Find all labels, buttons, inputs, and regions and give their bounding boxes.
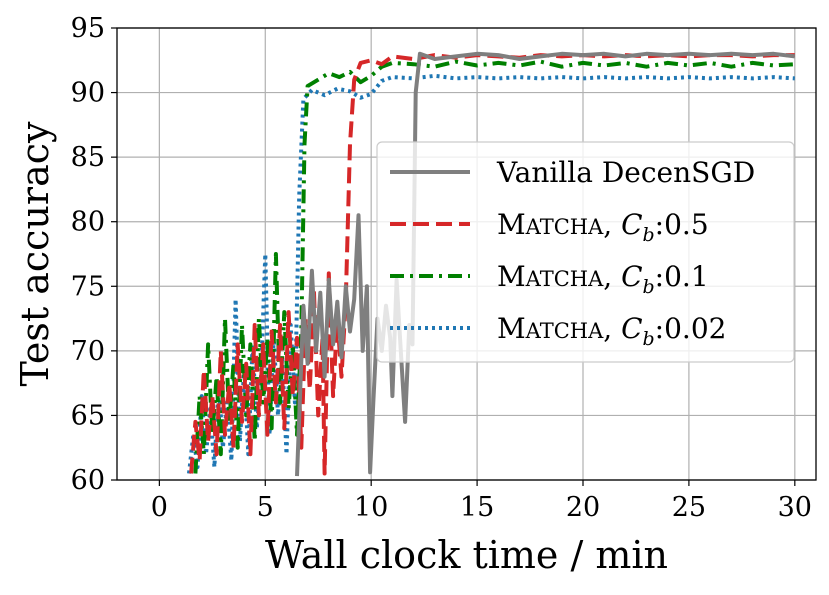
y-tick-label: 70 [71,336,105,367]
legend-box [376,141,795,363]
y-tick-label: 65 [71,400,105,431]
x-tick-label: 25 [672,492,706,523]
x-tick-label: 30 [778,492,812,523]
x-tick-label: 0 [151,492,168,523]
y-tick-label: 90 [71,78,105,109]
legend-label: Vanilla DecenSGD [496,156,755,189]
legend-label: MATCHA, Cb:0.5 [497,208,709,246]
y-tick-label: 80 [71,207,105,238]
x-tick-label: 10 [354,492,388,523]
y-tick-label: 85 [71,142,105,173]
y-tick-label: 75 [71,271,105,302]
y-tick-label: 95 [71,13,105,44]
legend-label: MATCHA, Cb:0.02 [497,312,726,350]
legend-label: MATCHA, Cb:0.1 [497,260,709,298]
y-tick-label: 60 [71,465,105,496]
plot-frame [116,27,817,481]
series-line-3 [193,59,795,474]
x-axis-label: Wall clock time / min [265,533,668,577]
x-tick-label: 20 [566,492,600,523]
x-tick-label: 5 [257,492,274,523]
y-axis-label: Test accuracy [13,121,57,387]
series-line-2 [189,53,795,476]
x-axis: 0 5 10 15 20 25 30 [151,480,812,523]
y-axis: 60 65 70 75 80 85 90 95 [71,13,117,496]
x-tick-label: 15 [460,492,494,523]
legend: Vanilla DecenSGD MATCHA, Cb:0.5 MATCHA, Cb… [376,141,795,363]
